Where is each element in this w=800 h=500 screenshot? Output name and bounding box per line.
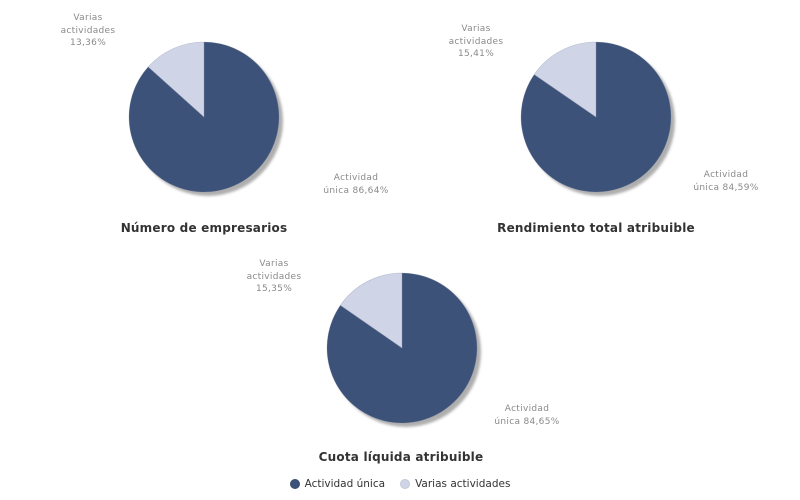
pie-slice-varias-actividades (533, 41, 597, 118)
legend-item-varias-actividades: Varias actividades (400, 478, 510, 490)
pie-slice-varias-actividades (339, 272, 403, 349)
pie-slice-actividad-unica (128, 41, 280, 193)
legend-label-varias-actividades: Varias actividades (415, 478, 511, 490)
callout-actividad-unica-3: Actividad única 84,65% (494, 404, 560, 427)
callout-varias-actividades-1: Varias actividades 13,36% (60, 13, 116, 48)
callout-varias-actividades-2: Varias actividades 15,41% (448, 24, 504, 59)
pie-chart-rendimiento-total-atribuible (520, 41, 675, 196)
chart-title-rendimiento-total-atribuible: Rendimiento total atribuible (497, 221, 695, 235)
legend-item-actividad-unica: Actividad única (289, 478, 386, 490)
legend: Actividad única Varias actividades (0, 478, 800, 490)
legend-marker-varias-actividades-icon (400, 479, 411, 489)
chart-title-cuota-liquida-atribuible: Cuota líquida atribuible (318, 450, 484, 464)
callout-actividad-unica-1: Actividad única 86,64% (323, 173, 389, 196)
chart-title-numero-de-empresarios: Número de empresarios (120, 221, 288, 235)
legend-label-actividad-unica: Actividad única (304, 478, 386, 490)
legend-marker-actividad-unica-icon (289, 479, 300, 489)
callout-varias-actividades-3: Varias actividades 15,35% (246, 259, 302, 294)
pie-chart-cuota-liquida-atribuible (326, 272, 481, 427)
pie-slice-actividad-unica (520, 41, 672, 193)
pie-chart-numero-de-empresarios (128, 41, 283, 196)
callout-actividad-unica-2: Actividad única 84,59% (693, 170, 759, 193)
pie-slice-varias-actividades (147, 41, 205, 118)
pie-slice-actividad-unica (326, 272, 478, 424)
